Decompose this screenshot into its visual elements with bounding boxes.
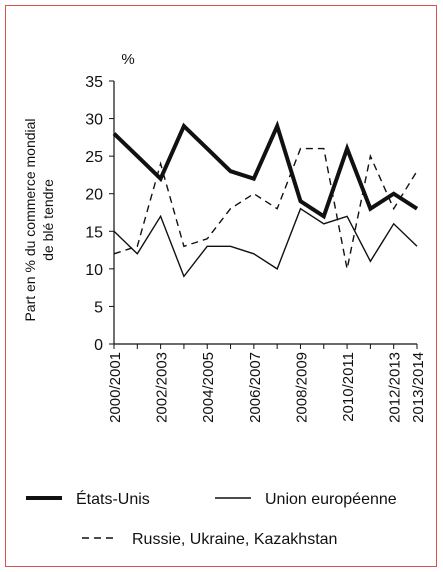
y-axis-label-line-1: Part en % du commerce mondial [22, 118, 38, 321]
series-line-0 [112, 120, 419, 220]
x-tick-label: 2010/2011 [340, 352, 357, 422]
x-tick-label: 2012/2013 [387, 352, 404, 423]
x-tick-label: 2013/2014 [410, 352, 427, 423]
y-tick-label: 25 [85, 149, 103, 166]
x-tick-label: 2006/2007 [247, 352, 264, 423]
y-tick-label: 15 [85, 224, 103, 241]
legend: États-Unis Union européenne Russie, Ukrain… [26, 489, 397, 548]
x-tick-label: 2000/2001 [107, 352, 124, 423]
x-tick-label: 2004/2005 [200, 352, 217, 423]
x-tick-label: 2008/2009 [293, 352, 310, 423]
legend-label-2: Russie, Ukraine, Kazakhstan [132, 531, 337, 548]
x-tick-label: 2002/2003 [154, 352, 171, 423]
y-tick-label: 5 [94, 299, 103, 316]
legend-label-0: États-Unis [76, 489, 150, 508]
y-tick-label: 35 [85, 74, 103, 91]
series-line-1 [113, 207, 418, 278]
chart-frame [5, 5, 437, 567]
series-line-2 [113, 147, 418, 270]
y-tick-label: 20 [85, 187, 103, 204]
legend-label-1: Union européenne [265, 491, 397, 508]
y-tick-label: 0 [94, 337, 103, 354]
unit-label: % [121, 51, 134, 68]
series-layer [112, 120, 419, 278]
axes: 0 5 10 15 20 25 30 35 2000/2001 2002/2003 2004/200… [85, 74, 427, 423]
y-axis-label-line-2: de blé tendre [40, 179, 56, 261]
y-tick-label: 30 [85, 112, 103, 129]
y-tick-label: 10 [85, 262, 103, 279]
